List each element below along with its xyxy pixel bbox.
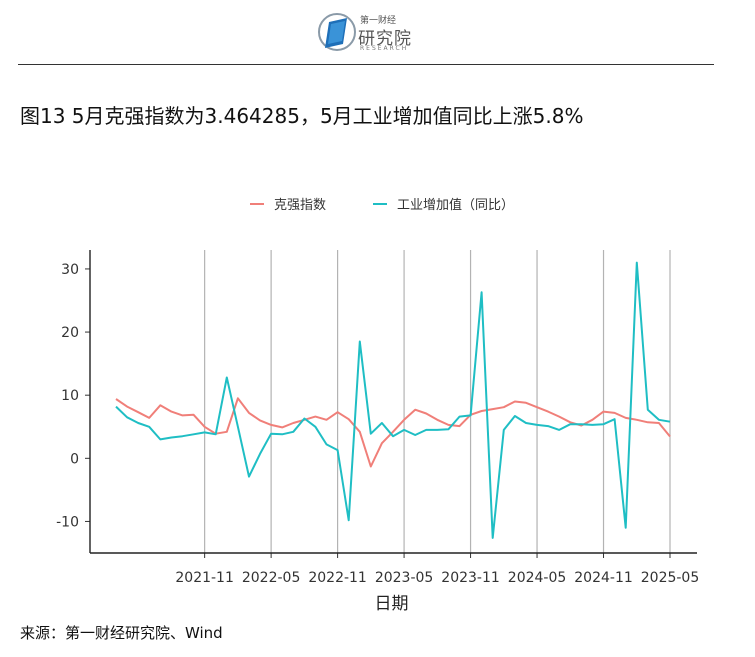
x-tick-label: 2023-11	[441, 570, 500, 586]
x-axis-title: 日期	[375, 594, 409, 614]
logo: 第一财经 研究院 RESEARCH	[318, 8, 428, 56]
y-tick-label: 10	[61, 388, 79, 404]
x-tick-label: 2024-11	[574, 570, 633, 586]
logo-emblem-icon	[318, 13, 356, 51]
header: 第一财经 研究院 RESEARCH	[0, 0, 755, 66]
x-tick-label: 2024-05	[508, 570, 567, 586]
y-tick-label: 20	[61, 325, 79, 341]
legend-label: 工业增加值（同比）	[397, 197, 514, 213]
series-line-2	[115, 261, 671, 539]
x-tick-label: 2025-05	[641, 570, 700, 586]
y-tick-label: 0	[70, 451, 79, 467]
x-tick-label: 2022-11	[308, 570, 367, 586]
logo-top-text: 第一财经	[360, 16, 397, 26]
header-divider	[18, 64, 714, 65]
legend-label: 克强指数	[274, 198, 326, 213]
x-tick-label: 2022-05	[242, 570, 301, 586]
logo-en-text: RESEARCH	[360, 45, 409, 52]
chart-title: 图13 5月克强指数为3.464285，5月工业增加值同比上涨5.8%	[20, 104, 584, 128]
y-tick-label: 30	[61, 262, 79, 278]
source-note: 来源：第一财经研究院、Wind	[20, 624, 223, 642]
x-tick-label: 2023-05	[375, 570, 434, 586]
x-tick-label: 2021-11	[175, 570, 234, 586]
logo-cn-text: 研究院	[358, 29, 412, 49]
y-tick-label: -10	[56, 514, 79, 530]
